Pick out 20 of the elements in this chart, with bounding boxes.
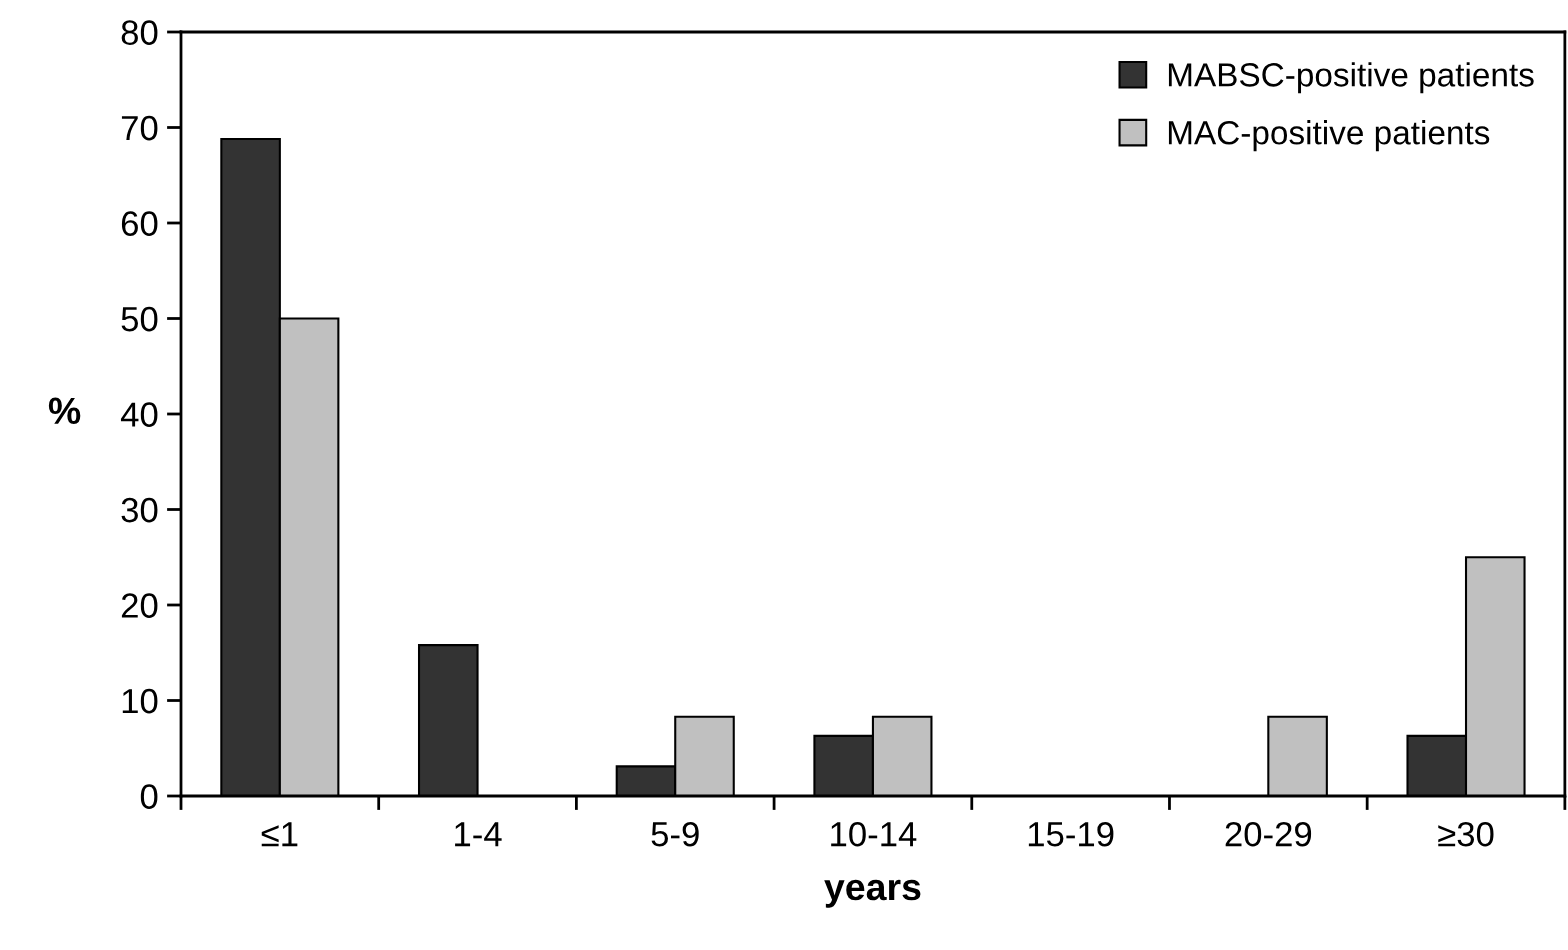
x-tick-label: ≤1 (261, 822, 298, 847)
y-tick-label: 10 (122, 688, 158, 714)
y-tick-label: 40 (120, 402, 158, 427)
x-tick-label: 5-9 (651, 821, 699, 847)
x-tick-label: 20-29 (1225, 821, 1312, 847)
x-axis-title: years (824, 879, 921, 908)
y-tick-label: 80 (121, 20, 158, 45)
x-tick-label: 1-4 (455, 822, 502, 847)
y-tick-label: 50 (121, 306, 158, 332)
y-axis-title: % (48, 397, 81, 424)
y-tick-label: 0 (140, 784, 158, 809)
y-tick-label: 30 (121, 497, 158, 523)
y-tick-label: 60 (121, 211, 158, 236)
x-tick-label: 10-14 (831, 821, 917, 847)
legend-label: MABSC-positive patients (1168, 62, 1534, 94)
x-tick-label: 15-19 (1028, 821, 1114, 847)
x-tick-label: ≥30 (1438, 821, 1494, 847)
y-tick-label: 70 (121, 115, 158, 141)
y-tick-label: 20 (121, 593, 158, 618)
legend-label: MAC-positive patients (1168, 120, 1490, 152)
